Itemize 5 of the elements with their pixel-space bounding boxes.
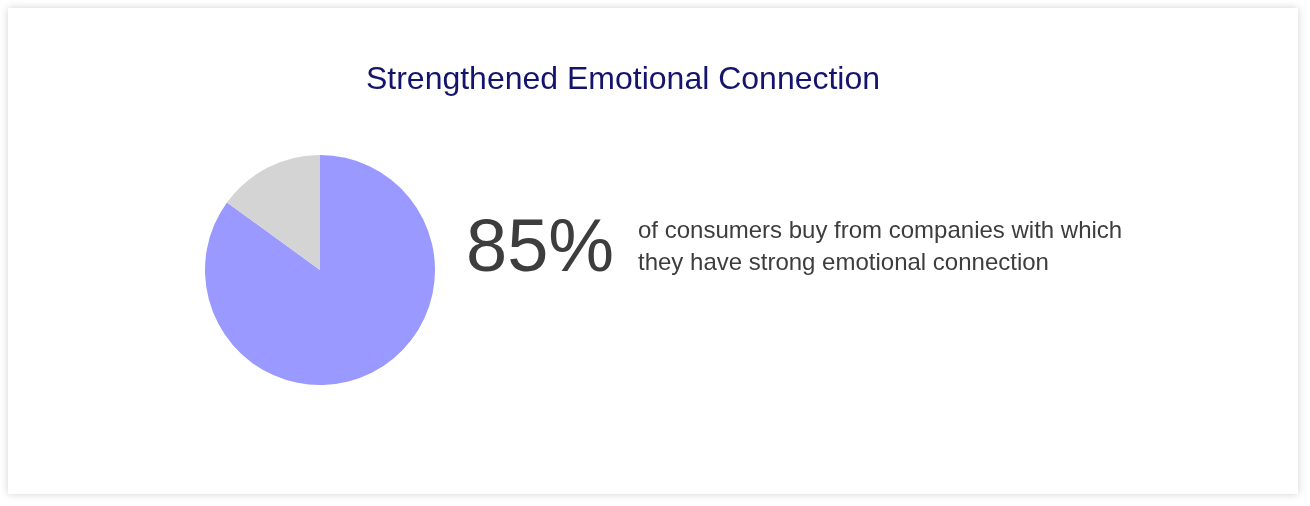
pie-slice: [205, 155, 435, 385]
pie-slice: [226, 155, 320, 270]
text: Strengthened Emotional Connection: [364, 60, 882, 97]
text: 85%: [466, 204, 615, 287]
text: of consumers buy from companies with which they have strong emotional connection: [638, 215, 1124, 277]
